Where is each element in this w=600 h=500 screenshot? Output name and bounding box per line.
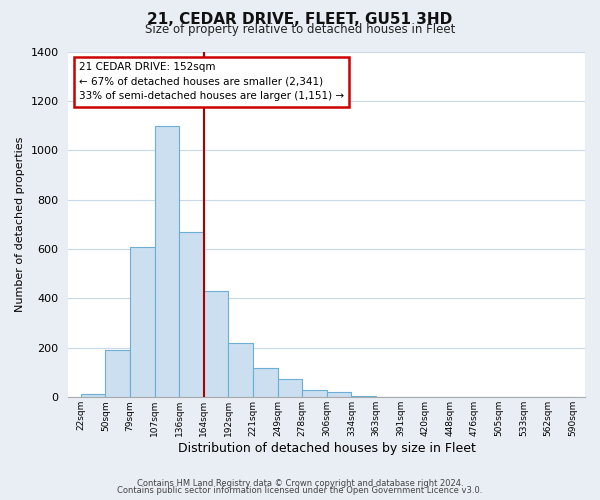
- Bar: [155, 126, 179, 398]
- Text: 21, CEDAR DRIVE, FLEET, GU51 3HD: 21, CEDAR DRIVE, FLEET, GU51 3HD: [148, 12, 452, 28]
- Bar: [204, 291, 229, 398]
- Bar: [106, 350, 130, 398]
- Y-axis label: Number of detached properties: Number of detached properties: [15, 136, 25, 312]
- Bar: [130, 246, 155, 398]
- Bar: [81, 394, 106, 398]
- X-axis label: Distribution of detached houses by size in Fleet: Distribution of detached houses by size …: [178, 442, 476, 455]
- Bar: [253, 368, 278, 398]
- Text: Size of property relative to detached houses in Fleet: Size of property relative to detached ho…: [145, 22, 455, 36]
- Text: Contains public sector information licensed under the Open Government Licence v3: Contains public sector information licen…: [118, 486, 482, 495]
- Text: 21 CEDAR DRIVE: 152sqm
← 67% of detached houses are smaller (2,341)
33% of semi-: 21 CEDAR DRIVE: 152sqm ← 67% of detached…: [79, 62, 344, 102]
- Bar: [179, 232, 204, 398]
- Bar: [229, 343, 253, 398]
- Text: Contains HM Land Registry data © Crown copyright and database right 2024.: Contains HM Land Registry data © Crown c…: [137, 478, 463, 488]
- Bar: [327, 392, 352, 398]
- Bar: [278, 379, 302, 398]
- Bar: [302, 390, 327, 398]
- Bar: [352, 396, 376, 398]
